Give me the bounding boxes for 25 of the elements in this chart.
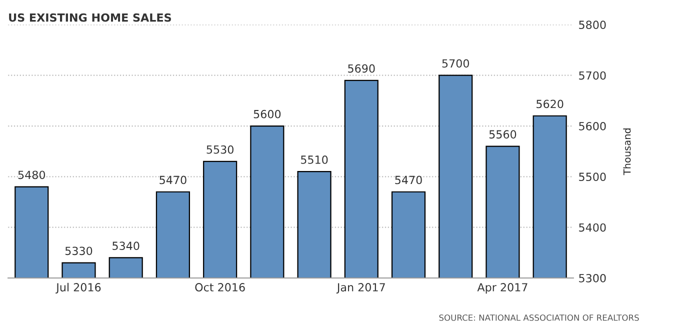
y-tick-label: 5700: [579, 71, 606, 80]
data-label: 5600: [254, 110, 281, 118]
y-tick-label: 5300: [579, 274, 606, 282]
x-tick-label: Jan 2017: [336, 283, 385, 294]
data-label: 5340: [112, 242, 140, 250]
x-tick-label: Apr 2017: [477, 283, 528, 294]
y-tick-label: 5800: [579, 20, 606, 30]
data-label: 5620: [536, 100, 564, 108]
data-label: 5510: [301, 155, 328, 164]
chart-title: US EXISTING HOME SALES: [9, 13, 171, 22]
data-label: 5330: [65, 246, 92, 256]
y-axis-title: Thousand: [623, 128, 631, 176]
data-label: 5470: [160, 176, 186, 184]
data-label: 5690: [348, 64, 375, 73]
data-label: 5560: [489, 130, 516, 139]
x-tick-label: Oct 2016: [195, 283, 245, 292]
data-label: 5480: [18, 170, 46, 180]
data-label: 5700: [442, 59, 470, 68]
data-label: 5530: [206, 145, 234, 154]
source-note: SOURCE: NATIONAL ASSOCIATION OF REALTORS: [439, 314, 639, 321]
y-tick-label: 5500: [579, 172, 606, 182]
x-tick-label: Jul 2016: [56, 282, 101, 294]
y-tick-label: 5400: [579, 223, 606, 232]
data-label: 5470: [395, 176, 422, 184]
y-tick-label: 5600: [579, 122, 606, 130]
